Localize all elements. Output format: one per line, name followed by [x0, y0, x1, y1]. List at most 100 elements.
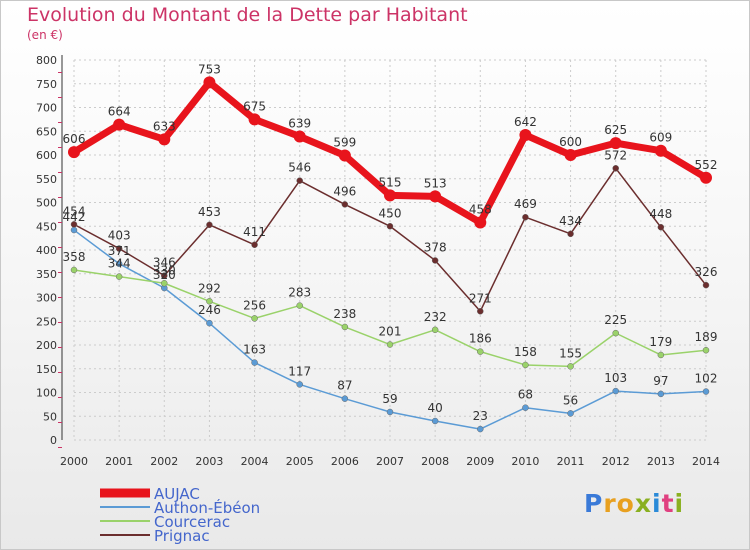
data-label: 102: [695, 372, 718, 386]
x-tick-label: 2006: [331, 455, 359, 468]
data-point: [657, 223, 665, 231]
data-label: 599: [333, 135, 356, 149]
data-point: [203, 76, 216, 89]
chart-subtitle: (en €): [27, 28, 63, 42]
data-label: 371: [108, 244, 131, 258]
data-label: 59: [382, 392, 397, 406]
data-label: 23: [473, 409, 488, 423]
data-label: 155: [559, 346, 582, 360]
data-point: [341, 323, 349, 331]
x-tick-label: 2003: [195, 455, 223, 468]
x-tick-label: 2012: [602, 455, 630, 468]
data-label: 358: [63, 250, 86, 264]
legend-label: AUJAC: [154, 485, 200, 503]
data-point: [296, 381, 303, 388]
data-point: [612, 387, 619, 395]
x-tick-label: 2011: [557, 455, 585, 468]
data-label: 238: [333, 307, 356, 321]
data-label: 103: [604, 371, 627, 385]
data-label: 639: [288, 116, 311, 130]
data-point: [702, 388, 710, 395]
data-point: [386, 223, 394, 230]
data-label: 411: [243, 225, 266, 239]
data-label: 271: [469, 291, 492, 305]
data-label: 664: [108, 105, 131, 119]
data-label: 326: [695, 265, 718, 279]
y-tick-label: 400: [36, 244, 57, 257]
data-label: 513: [424, 176, 447, 190]
data-point: [567, 410, 574, 417]
data-label: 453: [198, 205, 221, 219]
x-tick-label: 2002: [150, 455, 178, 468]
data-label: 163: [243, 343, 266, 357]
chart-title: Evolution du Montant de la Dette par Hab…: [27, 4, 468, 26]
x-tick-label: 2004: [241, 455, 269, 468]
data-label: 346: [153, 256, 176, 270]
data-label: 283: [288, 286, 311, 300]
y-tick-label: 150: [36, 363, 57, 376]
data-label: 546: [288, 161, 311, 175]
data-label: 609: [649, 131, 672, 145]
y-tick-label: 200: [36, 339, 57, 352]
data-point: [158, 133, 171, 146]
x-tick-label: 2008: [421, 455, 449, 468]
data-point: [431, 417, 439, 425]
data-point: [702, 346, 710, 354]
data-label: 68: [518, 388, 533, 402]
data-point: [115, 273, 123, 280]
data-point: [564, 149, 577, 161]
data-point: [248, 113, 261, 126]
data-label: 40: [428, 401, 443, 415]
data-point: [293, 130, 306, 143]
data-point: [206, 221, 213, 229]
data-point: [477, 348, 484, 355]
data-point: [431, 257, 439, 264]
data-point: [251, 359, 258, 366]
data-point: [654, 144, 667, 157]
data-label: 675: [243, 99, 266, 113]
data-label: 442: [63, 210, 86, 224]
data-point: [296, 302, 303, 309]
data-label: 633: [153, 119, 176, 133]
data-label: 642: [514, 115, 537, 129]
y-tick-label: 100: [36, 387, 57, 400]
proxiti-logo: Proxiti: [584, 489, 685, 518]
data-label: 625: [604, 123, 627, 137]
data-point: [338, 149, 351, 162]
x-tick-label: 2010: [511, 455, 539, 468]
data-point: [386, 408, 394, 416]
data-point: [700, 171, 712, 184]
y-tick-label: 550: [36, 173, 57, 186]
data-point: [567, 363, 574, 370]
data-point: [522, 404, 529, 411]
data-point: [386, 341, 394, 348]
data-point: [477, 308, 484, 315]
data-point: [70, 266, 78, 274]
data-point: [296, 177, 303, 184]
data-point: [115, 245, 123, 252]
data-label: 246: [198, 303, 221, 317]
x-tick-label: 2001: [105, 455, 133, 468]
data-point: [702, 281, 710, 289]
data-label: 201: [379, 325, 402, 339]
y-tick-label: 650: [36, 125, 57, 138]
y-tick-label: 750: [36, 78, 57, 91]
data-point: [522, 213, 529, 221]
data-label: 552: [695, 158, 718, 172]
x-tick-label: 2000: [60, 455, 88, 468]
data-label: 320: [153, 268, 176, 282]
y-tick-label: 250: [36, 315, 57, 328]
data-point: [612, 329, 619, 337]
data-label: 232: [424, 310, 447, 324]
x-tick-label: 2005: [286, 455, 314, 468]
data-point: [161, 272, 168, 279]
data-point: [429, 190, 442, 203]
data-point: [251, 315, 258, 322]
x-tick-label: 2013: [647, 455, 675, 468]
y-tick-label: 500: [36, 197, 57, 210]
data-label: 330: [153, 263, 176, 277]
data-point: [477, 425, 484, 433]
data-point: [70, 221, 78, 228]
data-label: 469: [514, 197, 537, 211]
